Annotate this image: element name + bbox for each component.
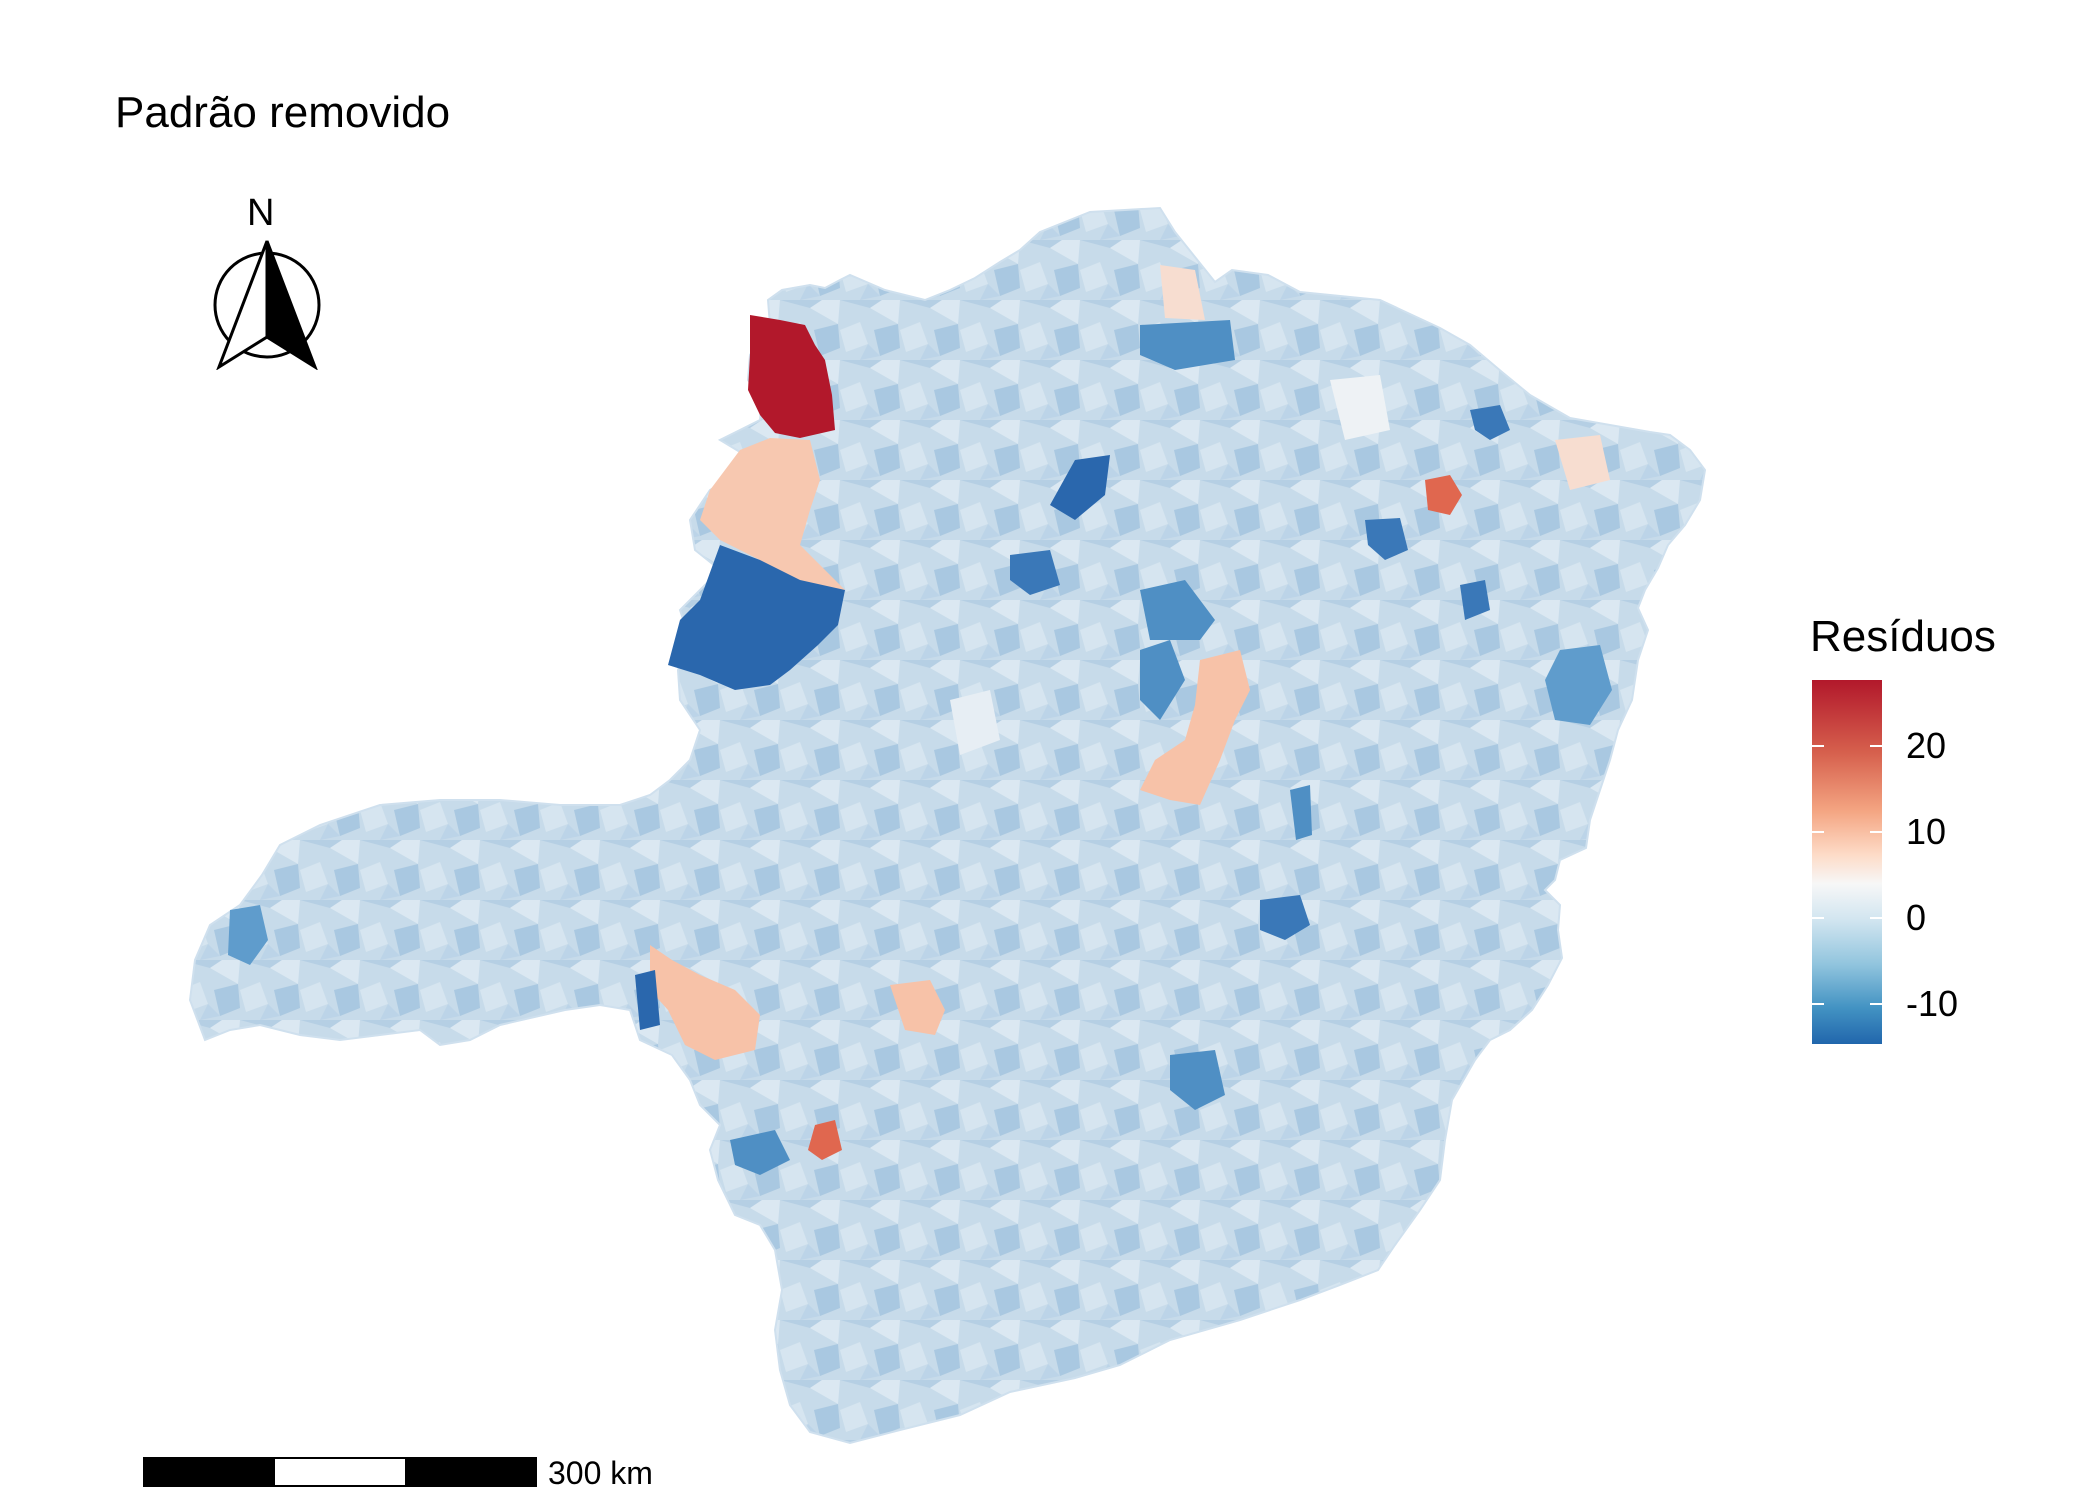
region-salmon-sw	[650, 945, 760, 1060]
legend-label-0: 0	[1906, 897, 1927, 938]
legend-tick-10-left	[1812, 831, 1824, 833]
region-blue-north	[1140, 320, 1235, 370]
region-blue-c1	[1260, 895, 1310, 940]
region-blue-n2	[1050, 455, 1110, 520]
region-blue-s1	[730, 1130, 790, 1175]
legend-tick-10	[1870, 831, 1882, 833]
legend-tick-0	[1870, 917, 1882, 919]
legend-label-minus10: -10	[1906, 983, 1959, 1024]
scale-segment-2	[275, 1459, 405, 1485]
region-blue-n5	[1140, 640, 1185, 720]
scale-segment-1	[145, 1459, 275, 1485]
legend-colorbar	[1812, 680, 1882, 1044]
scale-bar-label: 300 km	[548, 1455, 653, 1491]
region-blue-sw1	[228, 905, 268, 965]
north-label: N	[247, 192, 275, 234]
region-blue-e1	[1470, 405, 1510, 440]
legend-label-20: 20	[1906, 725, 1947, 766]
map-title: Padrão removido	[115, 88, 451, 137]
scale-bar	[143, 1457, 537, 1487]
scale-segment-3	[405, 1459, 535, 1485]
legend-tick-20-left	[1812, 745, 1824, 747]
region-blue-n3	[1010, 550, 1060, 595]
region-blue-w1	[635, 970, 660, 1030]
region-blue-e2	[1365, 518, 1408, 560]
legend-label-10: 10	[1906, 811, 1947, 852]
legend-tick-minus10-left	[1812, 1003, 1824, 1005]
region-dark-blue-west	[668, 545, 845, 690]
region-dark-red-nw	[748, 315, 835, 438]
legend-title: Resíduos	[1810, 612, 1996, 661]
region-blue-e3	[1460, 580, 1490, 620]
region-salmon-nw	[700, 438, 845, 590]
legend-tick-0-left	[1812, 917, 1824, 919]
state-outline	[188, 206, 1707, 1445]
region-salmon-mid-south	[890, 980, 945, 1035]
region-red-sw	[808, 1120, 842, 1160]
legend-tick-minus10	[1870, 1003, 1882, 1005]
region-pale-2	[950, 690, 1000, 755]
region-blue-c3	[1290, 785, 1312, 840]
region-red-ne	[1425, 475, 1462, 515]
region-salmon-ne	[1555, 435, 1610, 490]
region-salmon-center	[1140, 650, 1250, 805]
region-salmon-top	[1160, 265, 1205, 320]
legend-tick-20	[1870, 745, 1882, 747]
north-arrow-icon	[213, 240, 321, 370]
region-blue-n4	[1140, 580, 1215, 640]
region-blue-c2	[1170, 1050, 1225, 1110]
region-blue-e4	[1545, 645, 1612, 725]
region-pale-1	[1330, 375, 1390, 440]
